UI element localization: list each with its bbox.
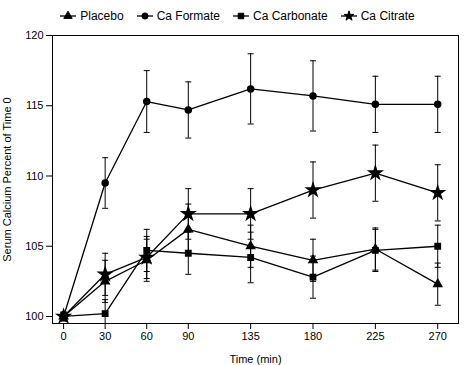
svg-text:120: 120 (25, 29, 43, 41)
svg-text:30: 30 (99, 330, 111, 342)
svg-text:Serum Calcium Percent of Time: Serum Calcium Percent of Time 0 (1, 97, 13, 261)
svg-text:270: 270 (429, 330, 447, 342)
svg-text:Time (min): Time (min) (229, 353, 281, 365)
svg-text:135: 135 (241, 330, 259, 342)
svg-text:180: 180 (304, 330, 322, 342)
html-text:Placebo: Placebo (80, 8, 124, 23)
html-text:Ca Carbonate: Ca Carbonate (253, 8, 328, 23)
html-text:Ca Formate: Ca Formate (156, 8, 220, 23)
html-text:Ca Citrate: Ca Citrate (360, 8, 415, 23)
svg-text:110: 110 (26, 170, 44, 182)
svg-text:0: 0 (61, 330, 67, 342)
svg-text:90: 90 (182, 330, 194, 342)
svg-text:60: 60 (141, 330, 153, 342)
svg-text:115: 115 (26, 99, 44, 111)
svg-text:105: 105 (25, 240, 43, 252)
svg-text:225: 225 (366, 330, 384, 342)
svg-text:100: 100 (25, 310, 43, 322)
